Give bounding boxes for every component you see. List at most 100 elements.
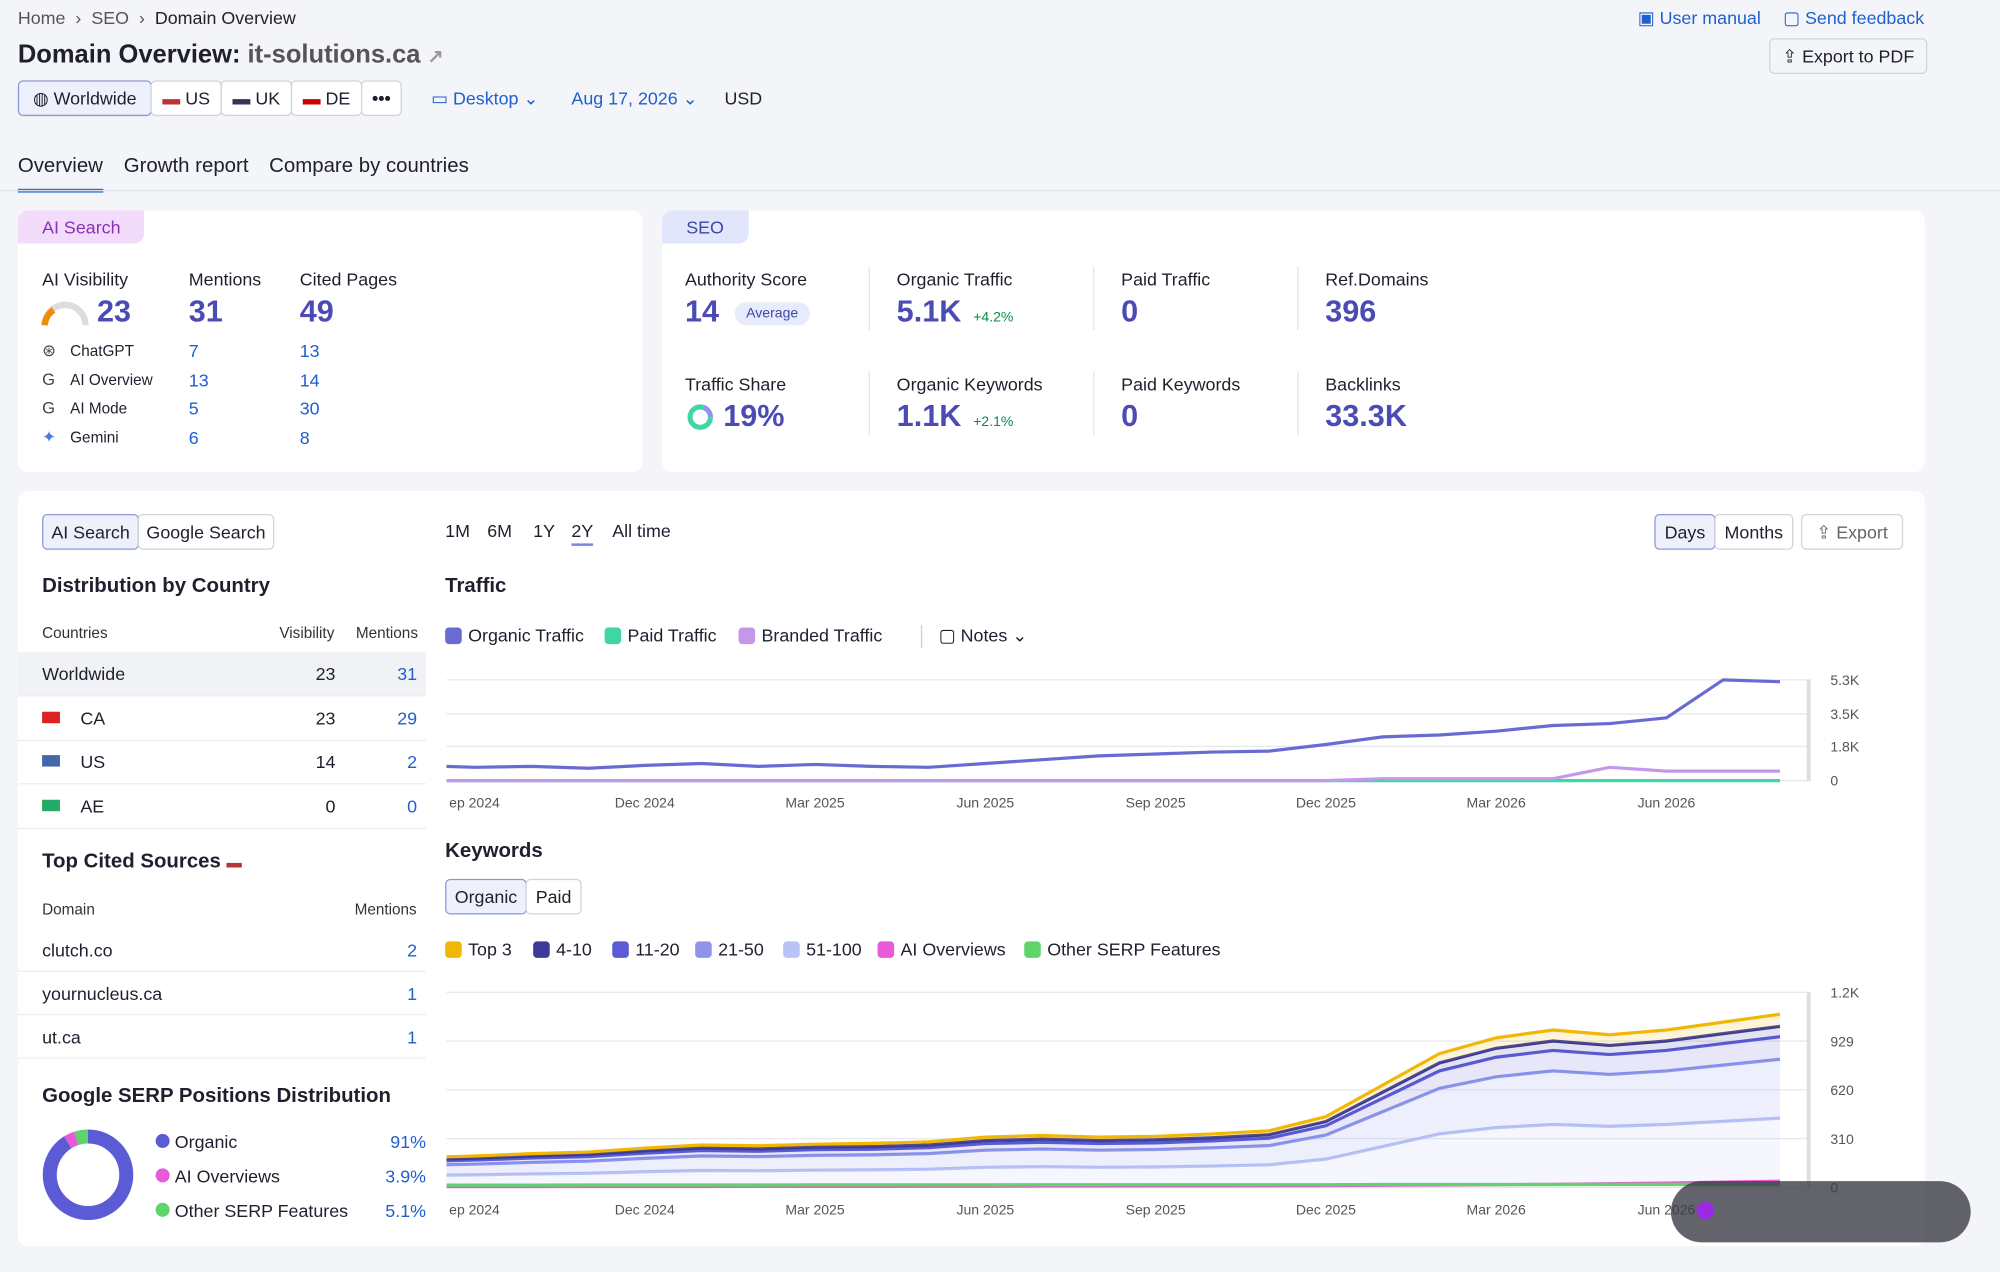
legend-item[interactable]: 21-50 [695,939,764,959]
toggle[interactable]: Google Search [137,514,275,550]
badge: SEO [661,210,749,244]
legend-label: Other SERP Features [1047,938,1221,960]
section-title: Top Cited Sources ▬ [42,850,242,873]
legend-label: Paid Traffic [627,624,717,646]
section-title: Google SERP Positions Distribution [42,1085,391,1108]
value-label: 5.1% [385,1200,427,1221]
cited: 8 [299,426,310,448]
date[interactable]: Aug 17, 2026 ⌄ [571,88,698,109]
period[interactable]: All time [612,520,671,541]
engine: ChatGPT [70,341,134,360]
legend-item[interactable]: Organic Traffic [445,625,584,645]
plot [446,678,1781,783]
separator [1093,371,1095,435]
legend-item[interactable]: Branded Traffic [738,625,882,645]
area-line [446,1012,1781,1159]
cited: 30 [299,397,320,419]
legend-swatch [445,627,462,645]
separator [868,371,870,435]
period[interactable]: 1M [445,520,470,541]
icon: G [42,369,56,389]
visibility: 23 [315,663,336,684]
keyword-toggle[interactable]: Paid [525,878,582,915]
user-manual[interactable]: ▣ User manual [1637,7,1761,29]
col-head: Countries [42,623,108,642]
col-head: Cited Pages [299,269,398,290]
domain: clutch.co [42,940,113,961]
y-tick-label: 5.3K [1830,672,1859,688]
mentions: 0 [407,795,418,816]
tab[interactable]: Growth report [123,155,249,178]
device[interactable]: ▭ Desktop ⌄ [431,88,539,109]
tab[interactable]: Overview [17,156,103,193]
mentions: 2 [407,940,418,961]
row [17,651,427,697]
label: Export to PDF [1802,45,1915,67]
region[interactable]: ▬ DE [290,80,363,117]
metric-value: 396 [1325,294,1377,330]
country: CA [80,707,106,728]
legend-item[interactable]: 4-10 [533,939,592,959]
x-tick-label: ep 2024 [449,1201,500,1217]
keyword-toggle[interactable]: Organic [445,878,527,915]
period[interactable]: 2Y [571,520,594,546]
metric-value: 33.3K [1325,399,1407,434]
view[interactable]: Days [1654,514,1716,550]
cited: 13 [299,340,320,361]
export[interactable]: ⇪ Export [1801,514,1904,550]
cited: 14 [299,369,320,390]
export-pdf[interactable]: ⇪ Export to PDF [1769,38,1928,74]
period[interactable]: 6M [487,520,513,541]
label: Worldwide [53,88,137,109]
visibility: 14 [315,751,336,772]
legend-item[interactable]: Paid Traffic [604,624,717,646]
label: Export [1836,521,1888,543]
toggle[interactable]: AI Search [42,514,140,550]
serp-donut [42,1129,134,1221]
period[interactable]: 1Y [533,520,556,541]
y-tick-label: 1.2K [1830,984,1859,1000]
country: Worldwide [42,663,126,684]
separator [1093,266,1095,331]
icon: ✦ [42,426,57,446]
y-tick-label: 929 [1830,1033,1854,1049]
gauge [41,301,89,326]
metric-value: 19% [723,399,785,434]
legend-item[interactable]: Other SERP Features [1024,938,1221,960]
legend-item[interactable]: AI Overviews [877,939,1006,959]
crumb[interactable]: Home [17,7,66,29]
x-tick-label: Sep 2025 [1126,794,1186,810]
donut-segment [42,1129,134,1221]
metric-value: 1.1K [896,399,962,434]
notes[interactable]: ▢ Notes ⌄ [938,624,1028,646]
send-feedback[interactable]: ▢ Send feedback [1783,7,1925,29]
legend-label: Top 3 [468,938,512,960]
mentions: 13 [188,369,209,390]
legend-swatch [612,941,629,958]
tab[interactable]: Compare by countries [269,155,469,178]
chart-title: Traffic [445,575,507,597]
legend-item[interactable]: 51-100 [783,939,862,959]
legend-dot [155,1168,170,1183]
more-regions[interactable]: ••• [360,80,402,117]
legend-label: 21-50 [718,938,764,960]
area-line [446,1116,1781,1177]
crumb[interactable]: SEO [91,7,130,29]
region[interactable]: ▬ UK [220,80,293,117]
mentions: 31 [397,663,418,684]
legend-item[interactable]: Top 3 [445,939,512,959]
region[interactable]: ◍ Worldwide [17,80,152,117]
legend-swatch [445,941,462,958]
view[interactable]: Months [1714,514,1794,550]
mentions: 2 [407,751,418,772]
legend-item[interactable]: 11-20 [612,939,680,959]
engine: AI Mode [70,399,128,418]
legend-label: Other SERP Features [174,1200,349,1221]
metric-label: Traffic Share [684,373,787,395]
row [17,1015,427,1059]
y-tick-label: 310 [1830,1131,1854,1147]
domain: ut.ca [42,1026,81,1048]
legend-dot [155,1133,170,1148]
region[interactable]: ▬ US [150,80,222,117]
